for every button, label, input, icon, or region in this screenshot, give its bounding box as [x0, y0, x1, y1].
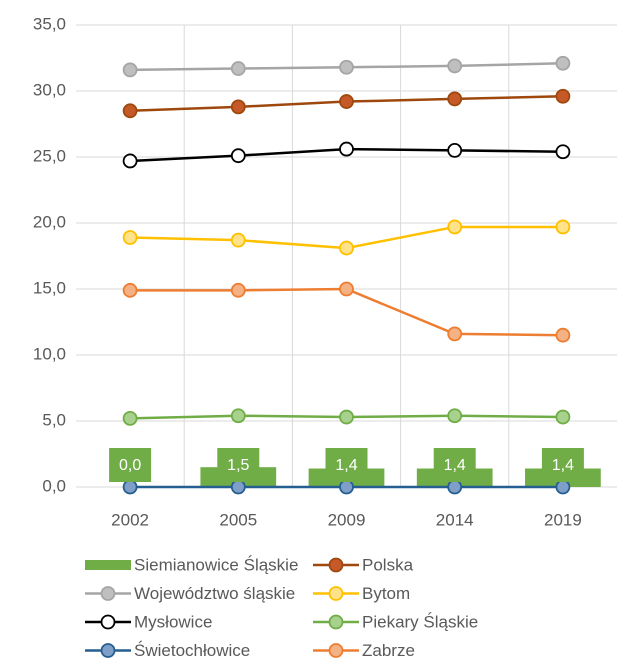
data-label-box — [541, 448, 584, 482]
data-label: 1,4 — [444, 457, 466, 474]
marker — [230, 61, 246, 76]
marker — [339, 479, 354, 495]
legend-label: Zabrze — [362, 641, 415, 659]
marker — [447, 91, 463, 107]
legend-label: Piekary Śląskie — [362, 612, 478, 631]
data-label: 1,5 — [227, 457, 249, 474]
legend-label: Siemianowice Śląskie — [134, 555, 298, 574]
data-label: 1,4 — [335, 457, 357, 474]
marker — [339, 281, 354, 297]
marker — [555, 55, 571, 71]
marker — [122, 410, 138, 426]
marker — [447, 479, 463, 495]
marker — [122, 153, 138, 169]
x-tick-label: 2005 — [219, 510, 257, 529]
x-tick-label: 2019 — [544, 510, 582, 529]
marker — [339, 141, 354, 157]
y-tick-label: 25,0 — [33, 146, 66, 165]
x-tick-label: 2009 — [328, 510, 366, 529]
marker — [555, 88, 571, 104]
legend-label: Mysłowice — [134, 612, 212, 631]
marker — [339, 409, 354, 425]
marker — [339, 59, 354, 75]
legend-marker — [328, 614, 344, 630]
legend-marker — [328, 586, 344, 601]
marker — [230, 408, 246, 424]
data-label: 0,0 — [119, 457, 141, 474]
marker — [339, 240, 354, 256]
data-label-box — [325, 448, 368, 482]
legend-marker — [100, 614, 116, 630]
data-label-box — [433, 448, 476, 482]
legend-marker — [100, 643, 116, 658]
data-label: 1,4 — [552, 457, 574, 474]
marker — [122, 62, 138, 78]
legend-label: Polska — [362, 555, 414, 574]
x-tick-label: 2014 — [436, 510, 474, 529]
marker — [230, 99, 246, 115]
legend-marker — [100, 586, 116, 601]
legend-label: Województwo śląskie — [134, 584, 295, 603]
marker — [122, 230, 138, 245]
legend-label: Bytom — [362, 584, 410, 603]
x-tick-label: 2002 — [111, 510, 149, 529]
marker — [447, 326, 463, 342]
data-label-box — [217, 448, 260, 482]
marker — [230, 232, 246, 248]
legend-swatch — [85, 560, 131, 570]
marker — [555, 327, 571, 343]
y-tick-label: 35,0 — [33, 14, 66, 33]
y-tick-label: 5,0 — [42, 410, 66, 429]
legend-marker — [328, 643, 344, 658]
y-tick-label: 0,0 — [42, 476, 66, 495]
marker — [230, 479, 246, 495]
legend-marker — [328, 557, 344, 573]
marker — [555, 479, 571, 495]
marker — [230, 282, 246, 298]
marker — [447, 408, 463, 424]
legend-label: Świetochłowice — [134, 641, 250, 659]
marker — [555, 409, 571, 425]
y-tick-label: 15,0 — [33, 278, 66, 297]
marker — [122, 479, 138, 495]
marker — [447, 219, 463, 235]
marker — [230, 148, 246, 164]
marker — [447, 58, 463, 74]
marker — [122, 282, 138, 298]
y-tick-label: 30,0 — [33, 80, 66, 99]
marker — [555, 144, 571, 160]
marker — [122, 103, 138, 119]
y-tick-label: 20,0 — [33, 212, 66, 231]
marker — [555, 219, 571, 235]
marker — [339, 94, 354, 109]
marker — [447, 142, 463, 158]
y-tick-label: 10,0 — [33, 344, 66, 363]
data-label-box — [109, 448, 152, 482]
